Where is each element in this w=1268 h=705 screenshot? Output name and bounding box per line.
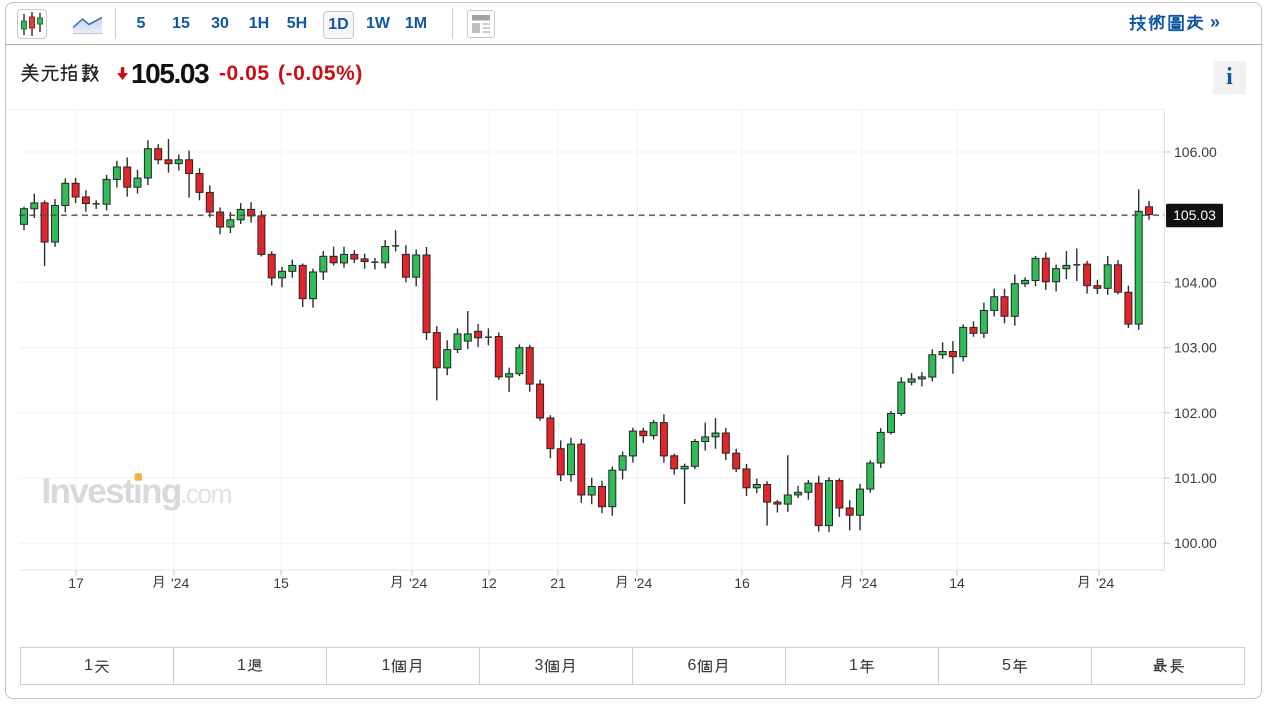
svg-text:'24: '24 [171,575,189,591]
svg-text:Investıng: Investıng [42,472,181,511]
svg-text:102.00: 102.00 [1174,405,1217,421]
svg-text:21: 21 [550,575,566,591]
svg-text:'24: '24 [634,575,652,591]
svg-text:103.00: 103.00 [1174,340,1217,356]
svg-text:'24: '24 [859,575,877,591]
svg-text:105.03: 105.03 [1173,207,1216,223]
svg-text:12: 12 [481,575,497,591]
svg-text:106.00: 106.00 [1174,144,1217,160]
svg-text:15: 15 [273,575,289,591]
svg-text:.com: .com [180,479,232,509]
svg-text:'24: '24 [409,575,427,591]
svg-text:14: 14 [949,575,965,591]
svg-text:'24: '24 [1096,575,1114,591]
svg-text:17: 17 [68,575,84,591]
svg-text:101.00: 101.00 [1174,470,1217,486]
svg-text:16: 16 [734,575,750,591]
svg-text:104.00: 104.00 [1174,274,1217,290]
svg-text:100.00: 100.00 [1174,535,1217,551]
